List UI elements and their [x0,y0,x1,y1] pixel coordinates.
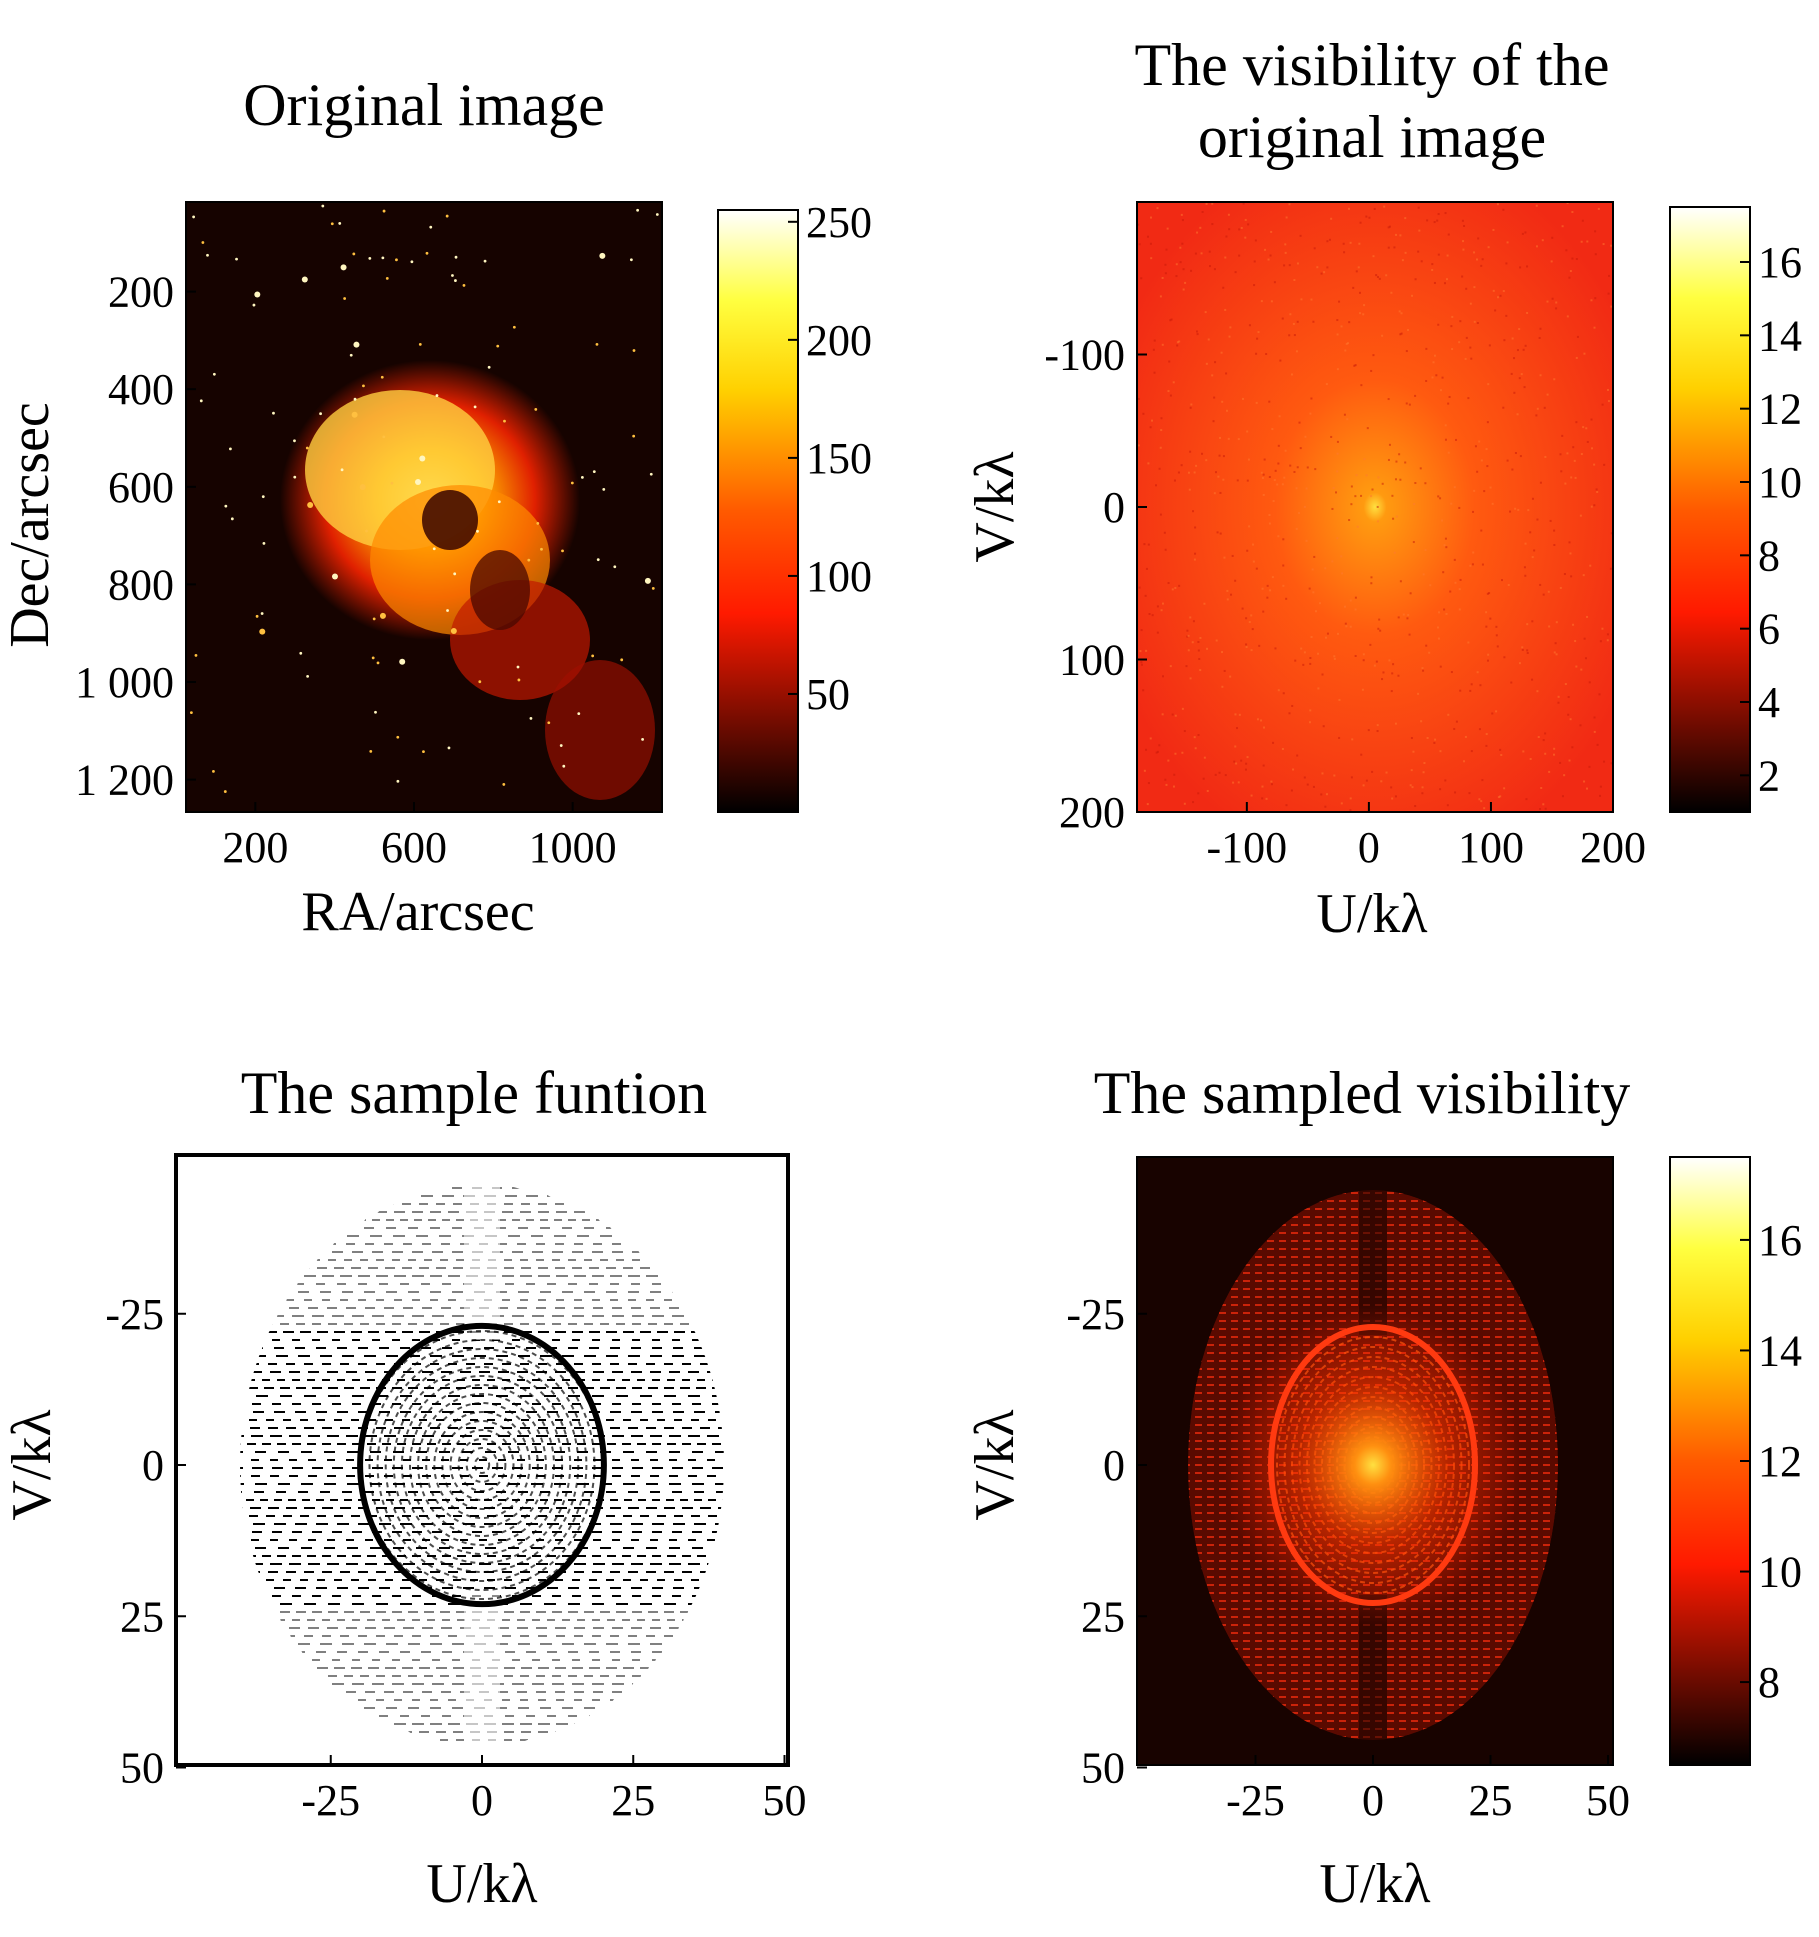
x-tick-label: 0 [1358,823,1380,872]
panel-sample-title: The sample funtion [241,1060,708,1126]
x-tick-label: 25 [1469,1776,1513,1825]
visibility-colorbar-ticks: 16 14 12 10 8 6 4 2 [1740,238,1802,800]
y-tick-label: 25 [1081,1592,1125,1641]
colorbar-tick-label: 16 [1758,1216,1802,1265]
x-tick-label: 1000 [529,823,617,872]
colorbar-tick-label: 8 [1758,531,1780,580]
panel-visibility-title-line2: original image [1198,104,1546,170]
sampled-y-axis-label: V/kλ [964,1409,1026,1520]
y-tick-label: -25 [105,1290,164,1339]
x-tick-label: -25 [1226,1776,1285,1825]
visibility-plot-area [1137,202,1613,812]
y-tick-label: 200 [1059,788,1125,837]
colorbar-tick-label: 12 [1758,385,1802,434]
colorbar-tick-label: 12 [1758,1437,1802,1486]
x-tick-label: 200 [222,823,288,872]
colorbar-tick-label: 8 [1758,1658,1780,1707]
x-tick-label: 50 [1586,1776,1630,1825]
visibility-axes: -100 0 100 200 -100 0 100 200 [1044,331,1646,873]
x-tick-label: 0 [471,1776,493,1825]
colorbar-tick-label: 16 [1758,238,1802,287]
visibility-colorbar [1669,206,1751,813]
original-colorbar [717,209,799,813]
y-tick-label: -100 [1044,331,1125,380]
y-tick-label: 800 [108,560,174,609]
sampled-colorbar-ticks: 16 14 12 10 8 [1740,1216,1802,1707]
x-tick-label: 100 [1458,823,1524,872]
x-tick-label: 600 [381,823,447,872]
colorbar-tick-label: 150 [806,434,872,483]
panel-visibility-title-line1: The visibility of the [1135,32,1610,98]
colorbar-tick-label: 10 [1758,458,1802,507]
nebula-image [189,204,659,800]
star-field [189,204,659,793]
sampled-axes: -25 0 25 50 -25 0 25 50 [1066,1290,1630,1825]
y-tick-label: 400 [108,365,174,414]
panel-visibility: The visibility of the original image -10… [964,32,1802,945]
y-tick-label: 200 [108,268,174,317]
original-y-axis-label: Dec/arcsec [0,402,61,648]
colorbar-tick-label: 2 [1758,751,1780,800]
sampled-x-axis-label: U/kλ [1319,1853,1430,1915]
sample-x-axis-label: U/kλ [426,1853,537,1915]
sample-axes: -25 0 25 50 -25 0 25 50 [105,1290,806,1825]
panel-sampled-title: The sampled visibility [1094,1060,1631,1126]
colorbar-tick-label: 10 [1758,1548,1802,1597]
colorbar-tick-label: 250 [806,198,872,247]
sampled-colorbar [1669,1156,1751,1766]
visibility-noise [1137,202,1613,812]
x-tick-label: 0 [1362,1776,1384,1825]
y-tick-label: 0 [1103,483,1125,532]
sampled-inner-ring [1268,1324,1478,1606]
x-tick-label: 25 [611,1776,655,1825]
sample-rings [357,1322,607,1608]
panel-sample-function: The sample funtion -25 0 25 50 -25 0 25 50 U/kλ… [1,1060,807,1915]
panel-original-title: Original image [243,72,605,138]
sample-y-axis-label: V/kλ [1,1409,63,1520]
sample-inner-ring [357,1322,607,1608]
x-tick-label: -25 [301,1776,360,1825]
colorbar-tick-label: 14 [1758,1326,1802,1375]
panel-sampled-visibility: The sampled visibility -25 0 25 50-2502550 … [964,1060,1802,1915]
y-tick-label: 1 200 [75,756,174,805]
panel-original-image: Original image 200 600 1000 200 400 600 800 1 0… [0,72,872,943]
colorbar-tick-label: 100 [806,552,872,601]
y-tick-label: 0 [1103,1441,1125,1490]
y-tick-label: 1 000 [75,658,174,707]
x-tick-label: 50 [763,1776,807,1825]
colorbar-tick-label: 50 [806,670,850,719]
colorbar-tick-label: 14 [1758,311,1802,360]
x-tick-label: -100 [1207,823,1288,872]
original-colorbar-ticks: 250 200 150 100 50 [788,198,872,719]
y-tick-label: 600 [108,463,174,512]
visibility-y-axis-label: V/kλ [964,451,1026,562]
y-tick-label: 25 [120,1592,164,1641]
y-tick-label: 0 [142,1441,164,1490]
colorbar-tick-label: 4 [1758,678,1780,727]
colorbar-tick-label: 6 [1758,605,1780,654]
colorbar-tick-label: 200 [806,316,872,365]
y-tick-label: -25 [1066,1290,1125,1339]
x-tick-label: 200 [1580,823,1646,872]
y-tick-label: 50 [1081,1744,1125,1793]
y-tick-label: 50 [120,1744,164,1793]
original-x-axis-label: RA/arcsec [301,881,534,943]
y-tick-label: 100 [1059,636,1125,685]
visibility-x-axis-label: U/kλ [1316,883,1427,945]
